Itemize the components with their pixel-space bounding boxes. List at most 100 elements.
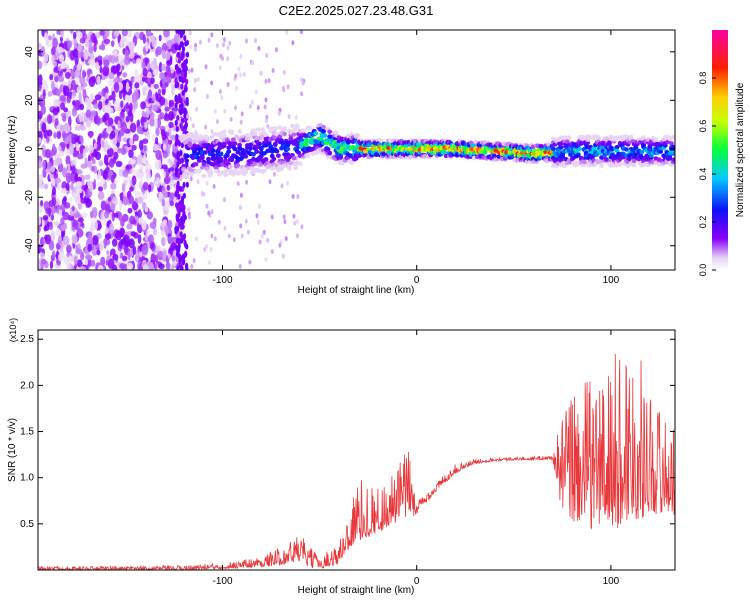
heatmap-cell bbox=[69, 30, 74, 34]
heatmap-cell bbox=[204, 135, 210, 140]
heatmap-cell bbox=[108, 79, 114, 87]
heatmap-cell bbox=[144, 121, 148, 130]
heatmap-cell bbox=[84, 38, 89, 48]
heatmap-cell bbox=[226, 56, 230, 62]
spectrogram-y-axis-label: Frequency (Hz) bbox=[7, 116, 18, 185]
heatmap-cell bbox=[38, 262, 41, 270]
heatmap-cell bbox=[55, 88, 61, 97]
heatmap-cell bbox=[183, 59, 187, 66]
heatmap-cell bbox=[50, 80, 55, 91]
heatmap-cell bbox=[60, 102, 66, 111]
spectrogram-heatmap bbox=[38, 30, 675, 270]
heatmap-cell bbox=[92, 235, 99, 246]
heatmap-cell bbox=[167, 176, 171, 184]
heatmap-cell bbox=[264, 257, 268, 262]
heatmap-cell bbox=[296, 233, 299, 239]
heatmap-cell bbox=[132, 245, 137, 255]
heatmap-cell bbox=[321, 129, 326, 134]
heatmap-cell bbox=[194, 42, 198, 48]
heatmap-cell bbox=[181, 46, 186, 53]
heatmap-cell bbox=[210, 80, 214, 86]
heatmap-cell bbox=[239, 54, 243, 59]
heatmap-cell bbox=[670, 135, 675, 140]
heatmap-cell bbox=[152, 133, 155, 143]
heatmap-cell bbox=[285, 146, 291, 152]
heatmap-cell bbox=[142, 138, 149, 144]
heatmap-cell bbox=[177, 185, 181, 192]
heatmap-cell bbox=[235, 163, 241, 168]
heatmap-cell bbox=[64, 148, 71, 155]
heatmap-cell bbox=[113, 151, 119, 160]
heatmap-cell bbox=[161, 64, 166, 72]
heatmap-cell bbox=[142, 181, 149, 191]
heatmap-cell bbox=[93, 43, 97, 53]
heatmap-cell bbox=[176, 180, 180, 187]
heatmap-cell bbox=[170, 242, 177, 251]
heatmap-cell bbox=[53, 132, 58, 139]
heatmap-cell bbox=[58, 150, 65, 157]
heatmap-cell bbox=[199, 155, 205, 161]
heatmap-cell bbox=[231, 137, 236, 142]
heatmap-cell bbox=[65, 182, 70, 191]
heatmap-cell bbox=[162, 205, 168, 211]
heatmap-cell bbox=[121, 244, 126, 250]
heatmap-cell bbox=[177, 203, 181, 210]
heatmap-cell bbox=[176, 82, 180, 88]
heatmap-cell bbox=[54, 118, 59, 126]
heatmap-cell bbox=[245, 38, 248, 44]
heatmap-cell bbox=[240, 233, 244, 239]
heatmap-cell bbox=[114, 106, 119, 112]
heatmap-cell bbox=[161, 198, 165, 207]
heatmap-cell bbox=[78, 111, 85, 123]
heatmap-cell bbox=[171, 85, 175, 96]
heatmap-cell bbox=[95, 61, 100, 70]
heatmap-cell bbox=[237, 170, 243, 176]
heatmap-cell bbox=[128, 41, 136, 50]
heatmap-cell bbox=[204, 124, 208, 130]
heatmap-cell bbox=[183, 107, 187, 114]
heatmap-cell bbox=[297, 161, 303, 166]
heatmap-cell bbox=[183, 35, 187, 42]
heatmap-cell bbox=[68, 116, 72, 127]
heatmap-cell bbox=[111, 90, 116, 101]
heatmap-cell bbox=[184, 174, 190, 179]
heatmap-cell bbox=[180, 41, 184, 48]
heatmap-cell bbox=[325, 147, 331, 152]
heatmap-cell bbox=[62, 115, 67, 122]
heatmap-cell bbox=[39, 252, 45, 259]
heatmap-cell bbox=[216, 119, 219, 125]
heatmap-cell bbox=[167, 67, 171, 78]
heatmap-cell bbox=[178, 220, 182, 227]
heatmap-cell bbox=[166, 184, 171, 191]
spectrogram-panel: -100 0 100 -40 -20 0 20 40 Height of straight l… bbox=[7, 29, 676, 296]
heatmap-cell bbox=[175, 63, 179, 70]
heatmap-cell bbox=[144, 207, 149, 213]
heatmap-cell bbox=[122, 169, 129, 178]
heatmap-cell bbox=[135, 251, 140, 263]
heatmap-cell bbox=[181, 51, 185, 58]
heatmap-cell bbox=[263, 132, 269, 138]
heatmap-cell bbox=[321, 124, 326, 130]
heatmap-cell bbox=[270, 214, 274, 220]
heatmap-cell bbox=[58, 209, 63, 218]
heatmap-cell bbox=[71, 205, 75, 212]
heatmap-cell bbox=[110, 203, 116, 212]
heatmap-cell bbox=[279, 239, 283, 245]
heatmap-cell bbox=[149, 117, 156, 127]
heatmap-cell bbox=[136, 92, 140, 100]
heatmap-cell bbox=[142, 86, 146, 96]
heatmap-cell bbox=[38, 215, 42, 226]
heatmap-cell bbox=[222, 42, 225, 48]
heatmap-cell bbox=[42, 89, 46, 100]
heatmap-cell bbox=[41, 82, 49, 93]
heatmap-cell bbox=[255, 127, 261, 132]
heatmap-cell bbox=[235, 85, 238, 91]
heatmap-cell bbox=[150, 77, 155, 84]
heatmap-cell bbox=[100, 96, 106, 102]
heatmap-cell bbox=[59, 95, 66, 102]
heatmap-cell bbox=[133, 77, 140, 83]
heatmap-cell bbox=[631, 163, 637, 168]
heatmap-cell bbox=[185, 262, 189, 269]
heatmap-cell bbox=[177, 30, 181, 35]
heatmap-cell bbox=[187, 68, 191, 74]
